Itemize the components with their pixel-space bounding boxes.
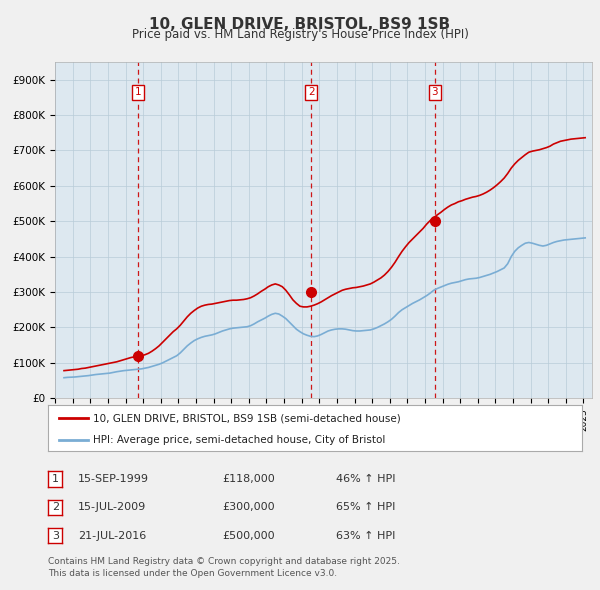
Text: 2: 2 bbox=[308, 87, 314, 97]
Text: 10, GLEN DRIVE, BRISTOL, BS9 1SB: 10, GLEN DRIVE, BRISTOL, BS9 1SB bbox=[149, 17, 451, 31]
Text: 15-JUL-2009: 15-JUL-2009 bbox=[78, 503, 146, 512]
Text: 1: 1 bbox=[52, 474, 59, 484]
Text: Price paid vs. HM Land Registry's House Price Index (HPI): Price paid vs. HM Land Registry's House … bbox=[131, 28, 469, 41]
Text: 46% ↑ HPI: 46% ↑ HPI bbox=[336, 474, 395, 484]
Text: 3: 3 bbox=[52, 531, 59, 540]
Text: £500,000: £500,000 bbox=[222, 531, 275, 540]
Text: 1: 1 bbox=[135, 87, 142, 97]
Text: Contains HM Land Registry data © Crown copyright and database right 2025.
This d: Contains HM Land Registry data © Crown c… bbox=[48, 557, 400, 578]
Text: 63% ↑ HPI: 63% ↑ HPI bbox=[336, 531, 395, 540]
Text: £118,000: £118,000 bbox=[222, 474, 275, 484]
Text: £300,000: £300,000 bbox=[222, 503, 275, 512]
Text: 15-SEP-1999: 15-SEP-1999 bbox=[78, 474, 149, 484]
Text: 10, GLEN DRIVE, BRISTOL, BS9 1SB (semi-detached house): 10, GLEN DRIVE, BRISTOL, BS9 1SB (semi-d… bbox=[94, 413, 401, 423]
Text: 65% ↑ HPI: 65% ↑ HPI bbox=[336, 503, 395, 512]
Text: 2: 2 bbox=[52, 503, 59, 512]
Text: 21-JUL-2016: 21-JUL-2016 bbox=[78, 531, 146, 540]
Text: 3: 3 bbox=[431, 87, 438, 97]
Text: HPI: Average price, semi-detached house, City of Bristol: HPI: Average price, semi-detached house,… bbox=[94, 435, 386, 445]
